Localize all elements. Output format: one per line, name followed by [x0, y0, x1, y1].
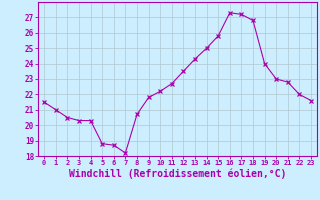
X-axis label: Windchill (Refroidissement éolien,°C): Windchill (Refroidissement éolien,°C): [69, 169, 286, 179]
